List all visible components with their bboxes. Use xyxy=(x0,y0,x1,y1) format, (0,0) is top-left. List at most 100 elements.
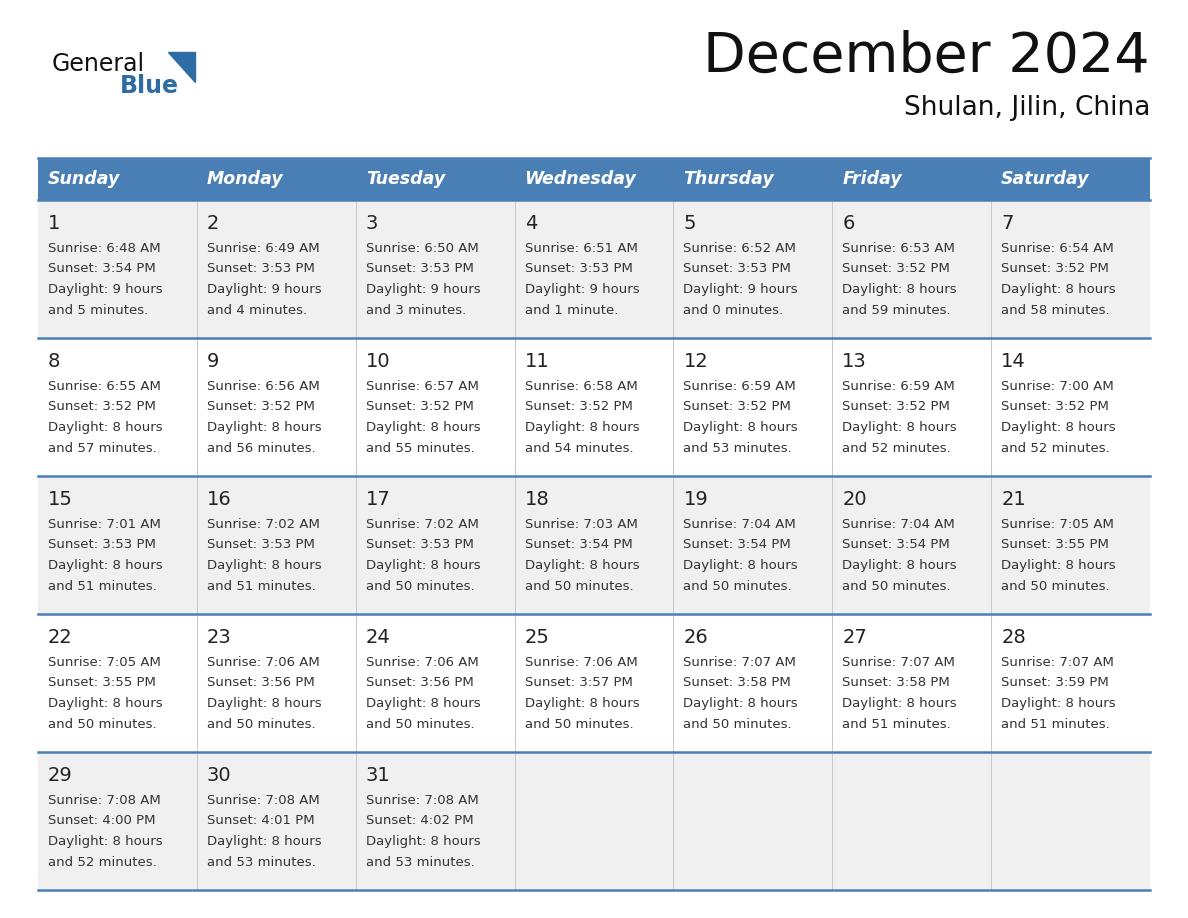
Text: Daylight: 9 hours: Daylight: 9 hours xyxy=(683,283,798,296)
Text: 6: 6 xyxy=(842,214,854,233)
Text: Sunrise: 6:57 AM: Sunrise: 6:57 AM xyxy=(366,380,479,393)
Text: and 4 minutes.: and 4 minutes. xyxy=(207,304,307,317)
Text: Sunset: 4:01 PM: Sunset: 4:01 PM xyxy=(207,814,315,827)
Text: Sunrise: 7:08 AM: Sunrise: 7:08 AM xyxy=(48,794,160,807)
Text: and 50 minutes.: and 50 minutes. xyxy=(683,718,792,731)
Text: Sunset: 3:54 PM: Sunset: 3:54 PM xyxy=(525,539,632,552)
Text: Sunset: 3:52 PM: Sunset: 3:52 PM xyxy=(683,400,791,413)
Text: and 50 minutes.: and 50 minutes. xyxy=(525,718,633,731)
Text: Daylight: 8 hours: Daylight: 8 hours xyxy=(842,421,956,434)
Text: Sunset: 3:52 PM: Sunset: 3:52 PM xyxy=(842,263,950,275)
Text: Friday: Friday xyxy=(842,170,902,188)
Text: Sunrise: 7:08 AM: Sunrise: 7:08 AM xyxy=(366,794,479,807)
Text: Sunset: 3:52 PM: Sunset: 3:52 PM xyxy=(525,400,632,413)
Text: 18: 18 xyxy=(525,490,549,509)
Text: Daylight: 8 hours: Daylight: 8 hours xyxy=(48,697,163,710)
Text: and 3 minutes.: and 3 minutes. xyxy=(366,304,466,317)
Text: and 50 minutes.: and 50 minutes. xyxy=(207,718,316,731)
Text: Daylight: 8 hours: Daylight: 8 hours xyxy=(207,697,322,710)
Text: 13: 13 xyxy=(842,352,867,371)
Text: Sunrise: 7:04 AM: Sunrise: 7:04 AM xyxy=(842,518,955,531)
Text: 1: 1 xyxy=(48,214,61,233)
Text: 22: 22 xyxy=(48,628,72,647)
Text: and 58 minutes.: and 58 minutes. xyxy=(1001,304,1110,317)
Text: Sunrise: 6:55 AM: Sunrise: 6:55 AM xyxy=(48,380,160,393)
Text: and 55 minutes.: and 55 minutes. xyxy=(366,442,474,454)
Text: Daylight: 8 hours: Daylight: 8 hours xyxy=(366,697,480,710)
Text: and 50 minutes.: and 50 minutes. xyxy=(366,579,474,592)
Text: 4: 4 xyxy=(525,214,537,233)
Text: Sunset: 3:52 PM: Sunset: 3:52 PM xyxy=(207,400,315,413)
Text: Sunset: 4:02 PM: Sunset: 4:02 PM xyxy=(366,814,473,827)
Text: Sunset: 3:52 PM: Sunset: 3:52 PM xyxy=(1001,263,1110,275)
Text: Sunset: 3:57 PM: Sunset: 3:57 PM xyxy=(525,677,632,689)
Text: Sunset: 3:52 PM: Sunset: 3:52 PM xyxy=(366,400,474,413)
Text: and 57 minutes.: and 57 minutes. xyxy=(48,442,157,454)
Text: Sunset: 3:52 PM: Sunset: 3:52 PM xyxy=(842,400,950,413)
Text: Sunset: 3:53 PM: Sunset: 3:53 PM xyxy=(366,539,474,552)
Text: Sunset: 3:54 PM: Sunset: 3:54 PM xyxy=(48,263,156,275)
Text: Sunrise: 6:58 AM: Sunrise: 6:58 AM xyxy=(525,380,637,393)
Text: Saturday: Saturday xyxy=(1001,170,1089,188)
Text: Monday: Monday xyxy=(207,170,284,188)
Text: Sunrise: 6:54 AM: Sunrise: 6:54 AM xyxy=(1001,242,1114,255)
Text: Sunrise: 6:48 AM: Sunrise: 6:48 AM xyxy=(48,242,160,255)
Text: Sunrise: 7:07 AM: Sunrise: 7:07 AM xyxy=(683,656,796,669)
Text: Sunset: 3:52 PM: Sunset: 3:52 PM xyxy=(1001,400,1110,413)
Text: Sunrise: 6:49 AM: Sunrise: 6:49 AM xyxy=(207,242,320,255)
Text: and 52 minutes.: and 52 minutes. xyxy=(1001,442,1110,454)
Text: 23: 23 xyxy=(207,628,232,647)
Text: Sunrise: 6:56 AM: Sunrise: 6:56 AM xyxy=(207,380,320,393)
Text: Sunrise: 7:08 AM: Sunrise: 7:08 AM xyxy=(207,794,320,807)
Text: and 53 minutes.: and 53 minutes. xyxy=(207,856,316,868)
Text: Sunrise: 6:53 AM: Sunrise: 6:53 AM xyxy=(842,242,955,255)
Text: and 59 minutes.: and 59 minutes. xyxy=(842,304,950,317)
Text: Daylight: 8 hours: Daylight: 8 hours xyxy=(683,697,798,710)
Text: Sunrise: 7:01 AM: Sunrise: 7:01 AM xyxy=(48,518,160,531)
Text: Sunset: 3:53 PM: Sunset: 3:53 PM xyxy=(207,263,315,275)
Text: 16: 16 xyxy=(207,490,232,509)
Text: December 2024: December 2024 xyxy=(703,30,1150,84)
Text: Sunrise: 6:51 AM: Sunrise: 6:51 AM xyxy=(525,242,638,255)
Text: Sunrise: 6:59 AM: Sunrise: 6:59 AM xyxy=(842,380,955,393)
Text: Sunset: 3:54 PM: Sunset: 3:54 PM xyxy=(842,539,950,552)
Text: and 51 minutes.: and 51 minutes. xyxy=(842,718,952,731)
Text: 9: 9 xyxy=(207,352,220,371)
Text: Daylight: 8 hours: Daylight: 8 hours xyxy=(683,421,798,434)
Text: and 50 minutes.: and 50 minutes. xyxy=(842,579,950,592)
Text: 28: 28 xyxy=(1001,628,1026,647)
Text: and 53 minutes.: and 53 minutes. xyxy=(683,442,792,454)
Text: and 50 minutes.: and 50 minutes. xyxy=(683,579,792,592)
Text: Daylight: 8 hours: Daylight: 8 hours xyxy=(48,421,163,434)
Text: and 50 minutes.: and 50 minutes. xyxy=(525,579,633,592)
Text: Sunrise: 7:02 AM: Sunrise: 7:02 AM xyxy=(366,518,479,531)
Text: 24: 24 xyxy=(366,628,391,647)
Text: Sunrise: 7:05 AM: Sunrise: 7:05 AM xyxy=(48,656,160,669)
Text: 3: 3 xyxy=(366,214,378,233)
Text: Sunrise: 7:00 AM: Sunrise: 7:00 AM xyxy=(1001,380,1114,393)
Text: Daylight: 8 hours: Daylight: 8 hours xyxy=(366,835,480,848)
Text: and 50 minutes.: and 50 minutes. xyxy=(366,718,474,731)
Text: Sunrise: 7:07 AM: Sunrise: 7:07 AM xyxy=(1001,656,1114,669)
Text: Sunset: 3:53 PM: Sunset: 3:53 PM xyxy=(683,263,791,275)
Text: and 50 minutes.: and 50 minutes. xyxy=(48,718,157,731)
Text: and 51 minutes.: and 51 minutes. xyxy=(48,579,157,592)
Text: Daylight: 8 hours: Daylight: 8 hours xyxy=(48,835,163,848)
Text: 12: 12 xyxy=(683,352,708,371)
Text: 11: 11 xyxy=(525,352,549,371)
Text: 31: 31 xyxy=(366,766,391,785)
Text: Sunday: Sunday xyxy=(48,170,120,188)
Text: 26: 26 xyxy=(683,628,708,647)
Text: 2: 2 xyxy=(207,214,220,233)
Text: Daylight: 8 hours: Daylight: 8 hours xyxy=(683,559,798,572)
Text: Sunset: 3:53 PM: Sunset: 3:53 PM xyxy=(366,263,474,275)
Polygon shape xyxy=(168,52,195,82)
Text: Daylight: 8 hours: Daylight: 8 hours xyxy=(366,421,480,434)
Bar xyxy=(38,200,1150,338)
Text: Sunset: 3:53 PM: Sunset: 3:53 PM xyxy=(48,539,156,552)
Text: Daylight: 8 hours: Daylight: 8 hours xyxy=(1001,283,1116,296)
Text: Sunrise: 7:03 AM: Sunrise: 7:03 AM xyxy=(525,518,638,531)
Text: Sunset: 3:55 PM: Sunset: 3:55 PM xyxy=(48,677,156,689)
Text: Daylight: 8 hours: Daylight: 8 hours xyxy=(366,559,480,572)
Text: 30: 30 xyxy=(207,766,232,785)
